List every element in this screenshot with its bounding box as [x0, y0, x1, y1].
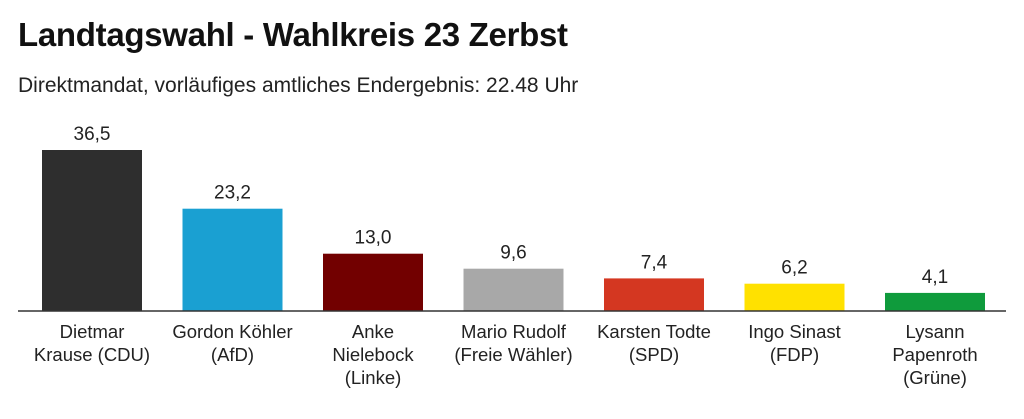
category-label-4: Karsten Todte (SPD)	[597, 321, 711, 365]
category-label-6: Lysann Papenroth (Grüne)	[892, 321, 977, 388]
category-label-3: Mario Rudolf (Freie Wähler)	[454, 321, 572, 365]
chart-subtitle: Direktmandat, vorläufiges amtliches Ende…	[18, 74, 579, 97]
bar-2	[323, 253, 423, 311]
bar-5	[744, 283, 845, 311]
bar-3	[463, 268, 564, 311]
chart-title: Landtagswahl - Wahlkreis 23 Zerbst	[18, 16, 568, 53]
bar-6	[885, 292, 985, 311]
value-label-4: 7,4	[641, 252, 668, 273]
category-label-1: Gordon Köhler (AfD)	[172, 321, 292, 365]
category-label-0: Dietmar Krause (CDU)	[34, 321, 150, 365]
value-label-1: 23,2	[214, 183, 251, 204]
value-label-3: 9,6	[500, 243, 526, 264]
value-label-6: 4,1	[922, 267, 948, 288]
value-label-2: 13,0	[355, 228, 392, 249]
bar-0	[42, 150, 142, 311]
value-label-5: 6,2	[781, 258, 807, 279]
bar-4	[604, 278, 704, 311]
bar-1	[182, 208, 283, 311]
category-label-5: Ingo Sinast (FDP)	[748, 321, 841, 365]
category-label-2: Anke Nielebock (Linke)	[332, 321, 414, 388]
value-label-0: 36,5	[74, 124, 111, 145]
